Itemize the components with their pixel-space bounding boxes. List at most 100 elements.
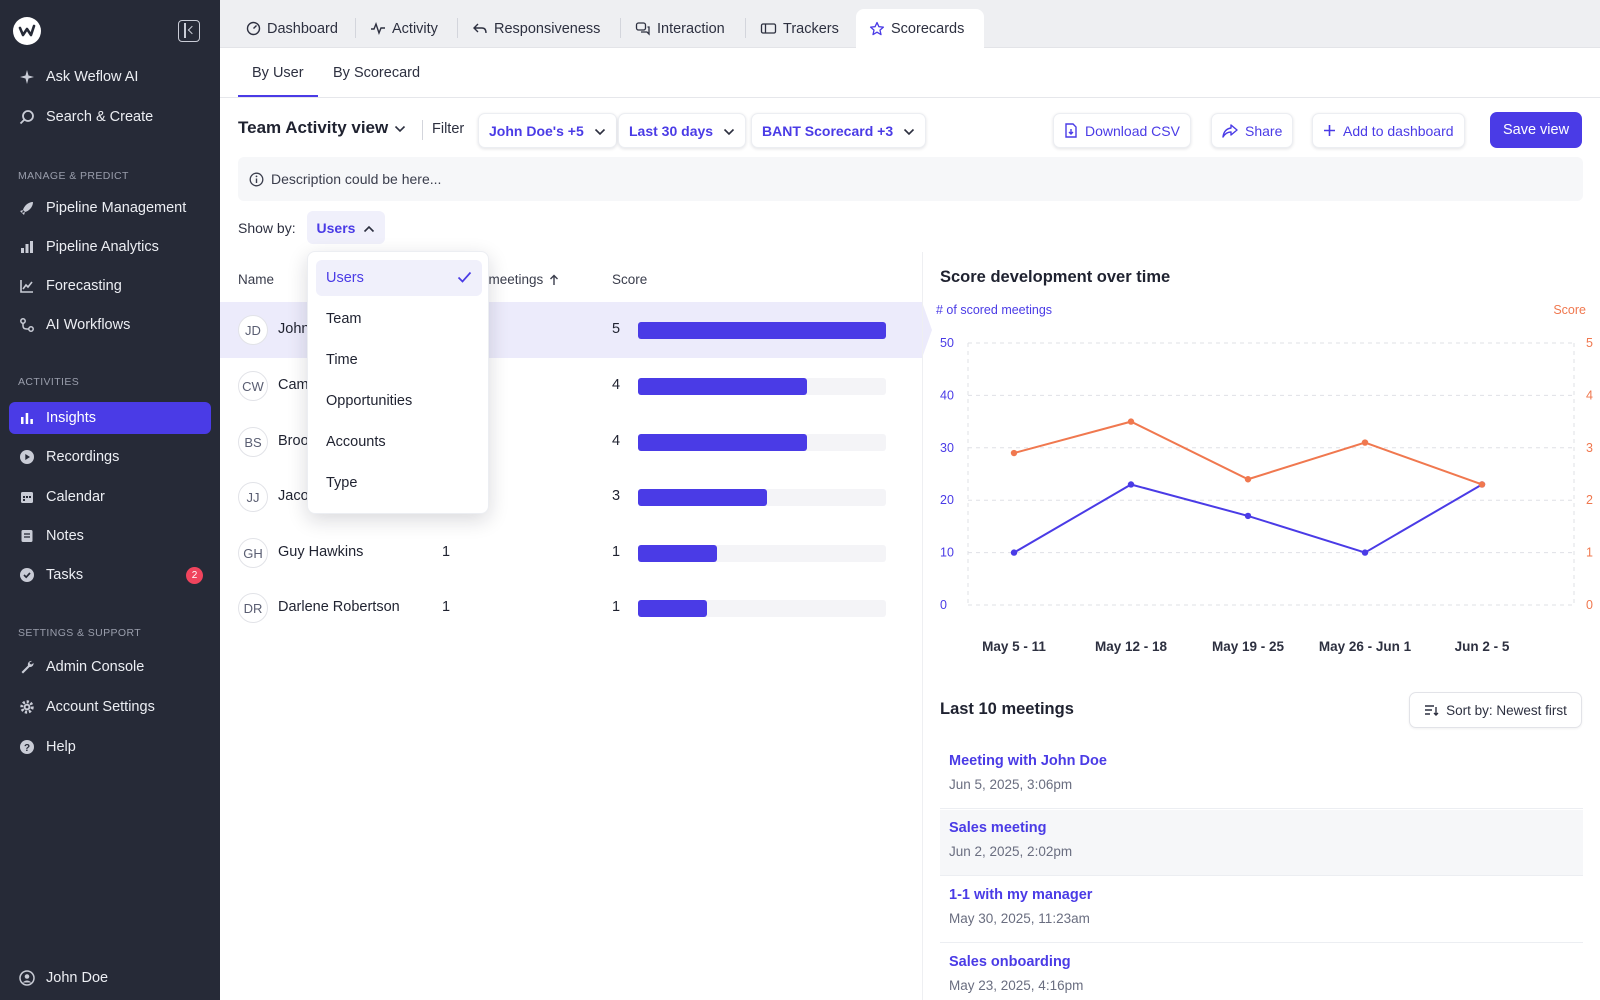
view-selector[interactable]: Team Activity view: [238, 118, 406, 138]
tab-dashboard[interactable]: Dashboard: [233, 9, 351, 48]
sidebar-item-notes[interactable]: Notes: [9, 520, 211, 552]
save-view-button[interactable]: Save view: [1490, 112, 1582, 148]
menu-item-label: Team: [326, 311, 362, 327]
avatar: BS: [238, 427, 268, 457]
sidebar-item-insights[interactable]: Insights: [9, 402, 211, 434]
sort-arrow-up-icon: [549, 274, 559, 286]
view-title: Team Activity view: [238, 118, 389, 137]
x-tick-label: May 12 - 18: [1095, 639, 1168, 654]
menu-item-users[interactable]: Users: [316, 260, 482, 296]
tab-divider: [355, 18, 356, 38]
menu-item-accounts[interactable]: Accounts: [316, 424, 482, 460]
scored-meetings-value: 1: [442, 599, 451, 615]
menu-item-type[interactable]: Type: [316, 465, 482, 501]
sidebar-item-pipeline-analytics[interactable]: Pipeline Analytics: [9, 231, 211, 263]
table-row[interactable]: DR Darlene Robertson 1 1: [220, 580, 922, 636]
sidebar-item-account-settings[interactable]: Account Settings: [9, 691, 211, 723]
user-name: Darlene Robertson: [278, 599, 400, 615]
sidebar-item-calendar[interactable]: Calendar: [9, 481, 211, 513]
checkmark-icon: [457, 271, 472, 287]
score-bar: [638, 545, 718, 562]
tab-scorecards[interactable]: Scorecards: [856, 9, 984, 48]
scored-meetings-value: 1: [442, 544, 451, 560]
sidebar-item-label: Search & Create: [46, 109, 154, 125]
column-header-name[interactable]: Name: [238, 272, 275, 287]
meeting-list-item[interactable]: Meeting with John Doe Jun 5, 2025, 3:06p…: [940, 743, 1583, 809]
menu-item-label: Time: [326, 352, 358, 368]
subtab-by-user[interactable]: By User: [238, 65, 318, 97]
sidebar-item-label: Ask Weflow AI: [46, 69, 139, 85]
sidebar-item-forecasting[interactable]: Forecasting: [9, 270, 211, 302]
meeting-date: May 30, 2025, 11:23am: [949, 911, 1090, 926]
panel-divider: [922, 252, 923, 1000]
sidebar-item-label: AI Workflows: [46, 317, 131, 333]
calendar-icon: [18, 488, 36, 506]
show-by-dropdown[interactable]: Users: [307, 211, 385, 244]
add-to-dashboard-button[interactable]: Add to dashboard: [1312, 113, 1465, 148]
sidebar-item-ai-workflows[interactable]: AI Workflows: [9, 309, 211, 341]
meeting-list-item[interactable]: 1-1 with my manager May 30, 2025, 11:23a…: [940, 877, 1583, 943]
tab-responsiveness[interactable]: Responsiveness: [459, 9, 613, 48]
sidebar-item-label: Account Settings: [46, 699, 155, 715]
download-csv-button[interactable]: Download CSV: [1053, 113, 1191, 148]
sort-dropdown[interactable]: Sort by: Newest first: [1409, 692, 1582, 728]
search-icon: [18, 108, 36, 126]
tab-activity[interactable]: Activity: [357, 9, 451, 48]
avatar: DR: [238, 593, 268, 623]
meeting-title[interactable]: 1-1 with my manager: [949, 887, 1093, 903]
filter-users-dropdown[interactable]: John Doe's +5: [478, 113, 617, 148]
collapse-sidebar-icon[interactable]: [178, 20, 200, 42]
score-value: 3: [612, 488, 621, 504]
filter-scorecard-dropdown[interactable]: BANT Scorecard +3: [751, 113, 927, 148]
filter-period-value: Last 30 days: [629, 122, 714, 139]
tab-interaction[interactable]: Interaction: [622, 9, 738, 48]
series-point-left: [1361, 549, 1369, 556]
workflow-icon: [18, 316, 36, 334]
share-button[interactable]: Share: [1211, 113, 1294, 148]
meeting-list-item[interactable]: Sales onboarding May 23, 2025, 4:16pm: [940, 944, 1583, 1000]
tab-trackers[interactable]: Trackers: [747, 9, 852, 48]
sidebar-item-search-create[interactable]: Search & Create: [9, 101, 211, 133]
score-bar-track: [638, 489, 886, 506]
tab-label: Scorecards: [891, 20, 965, 37]
download-file-icon: [1064, 123, 1078, 138]
help-icon: ?: [18, 738, 36, 756]
meeting-title[interactable]: Meeting with John Doe: [949, 753, 1107, 769]
dashboard-icon: [246, 21, 261, 36]
filter-period-dropdown[interactable]: Last 30 days: [618, 113, 747, 148]
sidebar-item-help[interactable]: ? Help: [9, 731, 211, 763]
menu-item-opportunities[interactable]: Opportunities: [316, 383, 482, 419]
download-csv-label: Download CSV: [1085, 122, 1180, 139]
menu-item-team[interactable]: Team: [316, 301, 482, 337]
meeting-title[interactable]: Sales onboarding: [949, 954, 1071, 970]
y2-tick-label: 5: [1586, 336, 1593, 350]
sidebar-item-recordings[interactable]: Recordings: [9, 441, 211, 473]
table-row[interactable]: JJ Jacob Jones 3 3: [220, 469, 922, 525]
x-tick-label: May 5 - 11: [982, 639, 1046, 654]
meeting-title[interactable]: Sales meeting: [949, 820, 1047, 836]
subtab-by-scorecard[interactable]: By Scorecard: [319, 65, 434, 97]
meeting-list-item[interactable]: Sales meeting Jun 2, 2025, 2:02pm: [940, 810, 1583, 876]
score-bar-track: [638, 378, 886, 395]
rocket-icon: [18, 199, 36, 217]
table-row[interactable]: GH Guy Hawkins 1 1: [220, 525, 922, 581]
toolbar-divider: [422, 120, 423, 140]
menu-item-time[interactable]: Time: [316, 342, 482, 378]
sidebar: Ask Weflow AI Search & Create MANAGE & P…: [0, 0, 220, 1000]
forecast-chart-icon: [18, 277, 36, 295]
menu-item-label: Opportunities: [326, 393, 413, 409]
y-tick-label: 30: [940, 441, 954, 455]
sidebar-user[interactable]: John Doe: [9, 962, 211, 994]
weflow-logo[interactable]: [13, 17, 41, 45]
ticket-icon: [760, 21, 777, 36]
sidebar-item-label: Notes: [46, 528, 84, 544]
sidebar-item-tasks[interactable]: Tasks 2: [9, 559, 211, 591]
sparkle-icon: [18, 68, 36, 86]
y2-tick-label: 3: [1586, 441, 1593, 455]
sort-lines-icon: [1424, 704, 1439, 717]
sidebar-item-admin-console[interactable]: Admin Console: [9, 651, 211, 683]
sidebar-item-ask-ai[interactable]: Ask Weflow AI: [9, 61, 211, 93]
sidebar-item-pipeline-management[interactable]: Pipeline Management: [9, 192, 211, 224]
column-header-score[interactable]: Score: [612, 272, 648, 287]
chevron-down-icon: [903, 123, 915, 139]
